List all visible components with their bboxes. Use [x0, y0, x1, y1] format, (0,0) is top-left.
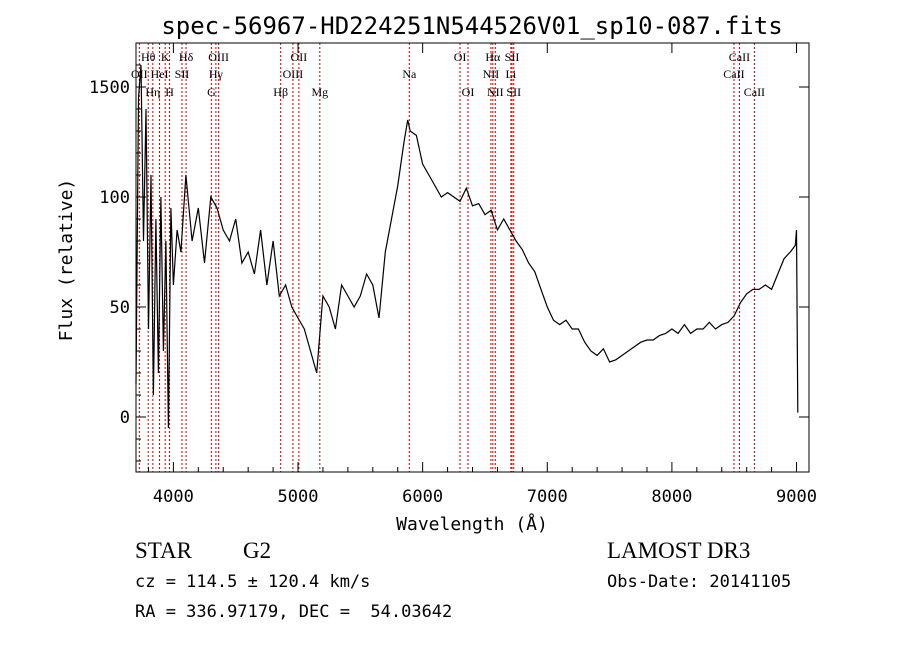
chart-title: spec-56967-HD224251N544526V01_sp10-087.f… [161, 12, 782, 40]
line-label-13: OIII [283, 67, 304, 81]
line-label-0: Hθ [141, 50, 156, 64]
line-label-23: OI [462, 85, 475, 99]
x-tick-label-0: 4000 [153, 487, 194, 507]
object-class: STAR [135, 538, 192, 563]
y-axis-label: Flux (relative) [56, 179, 77, 342]
spectral-line-markers [138, 43, 755, 472]
line-label-18: Hη [145, 85, 160, 99]
coordinates: RA = 336.97179, DEC = 54.03642 [135, 602, 453, 622]
line-label-5: OI [454, 50, 467, 64]
line-label-12: Hγ [209, 67, 224, 81]
line-label-4: OII [291, 50, 308, 64]
line-label-9: OII [131, 67, 148, 81]
line-label-15: NII [483, 67, 500, 81]
spectral-subclass: G2 [243, 538, 272, 563]
x-axis: 4000 5000 6000 7000 8000 9000 [147, 43, 817, 507]
plot-frame [135, 42, 810, 473]
line-label-16: Li [506, 67, 517, 81]
line-label-14: Na [402, 67, 417, 81]
line-label-10: HeI [151, 67, 169, 81]
y-tick-label-2: 100 [99, 188, 130, 208]
y-tick-label-1: 50 [110, 298, 130, 318]
line-label-22: Mg [311, 85, 328, 99]
line-label-24: NII [487, 85, 504, 99]
line-label-19: H [165, 85, 174, 99]
x-tick-label-2: 6000 [402, 487, 443, 507]
line-label-25: SII [506, 85, 521, 99]
line-label-1: K [161, 50, 170, 64]
line-label-3: OIII [208, 50, 229, 64]
redshift-cz: cz = 114.5 ± 120.4 km/s [135, 572, 371, 592]
x-tick-label-4: 8000 [651, 487, 692, 507]
line-label-21: Hβ [273, 85, 288, 99]
x-tick-label-1: 5000 [278, 487, 319, 507]
line-label-2: Hδ [179, 50, 194, 64]
line-label-11: SII [175, 67, 190, 81]
x-tick-label-3: 7000 [527, 487, 568, 507]
line-label-17: CaII [723, 67, 744, 81]
spectrum-line [135, 64, 799, 429]
y-axis: 0 50 100 1500 [89, 64, 809, 462]
x-axis-label: Wavelength (Å) [396, 513, 548, 535]
x-tick-label-5: 9000 [776, 487, 817, 507]
line-label-20: G [207, 85, 216, 99]
obs-date: Obs-Date: 20141105 [607, 572, 792, 592]
line-label-26: CaII [744, 85, 765, 99]
line-label-8: CaII [729, 50, 750, 64]
y-tick-label-0: 0 [120, 408, 130, 428]
line-label-7: SII [505, 50, 520, 64]
line-label-6: Hα [485, 50, 501, 64]
survey-name: LAMOST DR3 [607, 538, 751, 563]
y-tick-label-3: 1500 [89, 78, 130, 98]
